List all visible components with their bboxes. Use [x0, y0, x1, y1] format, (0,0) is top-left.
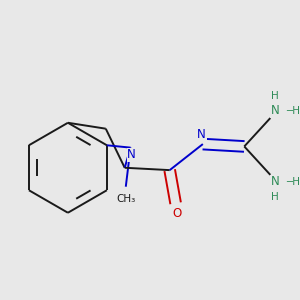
Text: N: N: [271, 176, 279, 188]
Text: N: N: [197, 128, 206, 141]
Text: ─H: ─H: [286, 177, 300, 187]
Text: H: H: [271, 91, 279, 100]
Text: N: N: [127, 148, 136, 161]
Text: ─H: ─H: [286, 106, 300, 116]
Text: CH₃: CH₃: [116, 194, 135, 203]
Text: H: H: [271, 192, 279, 203]
Text: O: O: [172, 207, 182, 220]
Text: N: N: [271, 104, 279, 117]
